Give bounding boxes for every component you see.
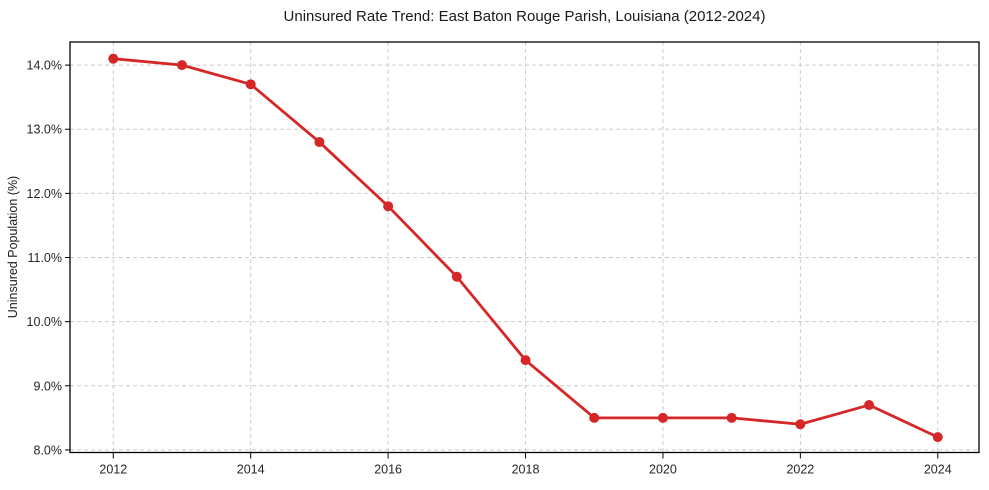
data-point-2016 xyxy=(383,201,394,212)
x-tick-label: 2016 xyxy=(374,463,402,477)
data-point-2020 xyxy=(657,412,668,423)
y-tick-label: 13.0% xyxy=(27,123,62,137)
x-tick-label: 2024 xyxy=(924,463,952,477)
y-tick-label: 10.0% xyxy=(27,315,62,329)
x-tick-label: 2014 xyxy=(237,463,265,477)
data-point-2014 xyxy=(245,79,256,90)
data-point-2015 xyxy=(314,137,325,148)
data-point-2024 xyxy=(932,432,943,443)
x-tick-label: 2012 xyxy=(99,463,127,477)
data-point-2021 xyxy=(726,412,737,423)
data-point-2018 xyxy=(520,355,531,366)
data-point-2023 xyxy=(864,400,875,411)
axes: 8.0% 9.0% 10.0% 11.0% 12.0% 13.0% 14.0% 2012 201… xyxy=(27,41,980,477)
y-tick-label: 9.0% xyxy=(34,379,63,393)
y-tick-label: 8.0% xyxy=(34,443,63,457)
y-tick-label: 12.0% xyxy=(27,187,62,201)
y-tick-label: 11.0% xyxy=(27,251,62,265)
plot-border xyxy=(69,41,980,454)
data-point-2019 xyxy=(589,412,600,423)
data-point-2022 xyxy=(795,419,806,430)
y-tick-label: 14.0% xyxy=(27,59,62,73)
data-point-2012 xyxy=(108,53,119,64)
x-tick-label: 2018 xyxy=(512,463,540,477)
x-tick-label: 2020 xyxy=(649,463,677,477)
x-tick-label: 2022 xyxy=(786,463,814,477)
gridlines xyxy=(70,42,979,453)
y-axis-label: Uninsured Population (%) xyxy=(6,176,20,318)
data-point-2017 xyxy=(451,271,462,282)
chart-title: Uninsured Rate Trend: East Baton Rouge P… xyxy=(284,8,766,25)
data-point-2013 xyxy=(176,60,187,71)
data-series xyxy=(108,53,943,443)
